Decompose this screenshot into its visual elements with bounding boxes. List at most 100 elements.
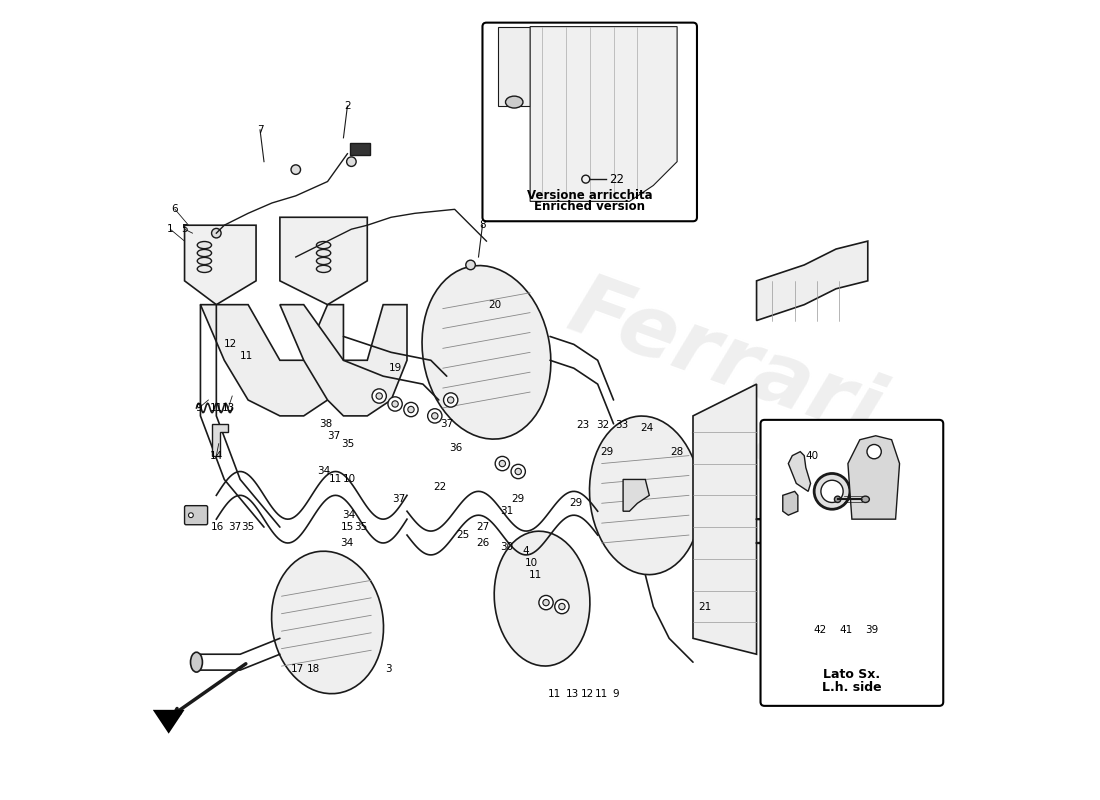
Ellipse shape bbox=[443, 393, 458, 407]
Text: 13: 13 bbox=[565, 689, 579, 699]
FancyBboxPatch shape bbox=[760, 420, 944, 706]
Ellipse shape bbox=[543, 599, 549, 606]
Text: 37: 37 bbox=[440, 419, 453, 429]
Text: Lato Sx.: Lato Sx. bbox=[823, 667, 880, 681]
Ellipse shape bbox=[814, 474, 850, 510]
Text: 26: 26 bbox=[476, 538, 490, 548]
Text: 34: 34 bbox=[317, 466, 330, 477]
Text: 11: 11 bbox=[529, 570, 542, 580]
Text: 33: 33 bbox=[615, 421, 628, 430]
Text: 37: 37 bbox=[393, 494, 406, 504]
Text: 9: 9 bbox=[613, 689, 619, 699]
Ellipse shape bbox=[376, 393, 383, 399]
Text: 29: 29 bbox=[512, 494, 525, 504]
Text: 12: 12 bbox=[581, 689, 594, 699]
Text: 4: 4 bbox=[522, 546, 529, 556]
Ellipse shape bbox=[422, 266, 551, 439]
Text: 30: 30 bbox=[499, 542, 513, 552]
Text: 34: 34 bbox=[340, 538, 353, 548]
Text: 7: 7 bbox=[256, 125, 263, 135]
Text: 13: 13 bbox=[221, 403, 235, 413]
Ellipse shape bbox=[317, 250, 331, 257]
Polygon shape bbox=[848, 436, 900, 519]
Text: 20: 20 bbox=[487, 300, 500, 310]
Ellipse shape bbox=[188, 513, 194, 518]
Ellipse shape bbox=[292, 165, 300, 174]
Text: 39: 39 bbox=[865, 626, 879, 635]
Bar bbox=[350, 142, 370, 155]
Text: 15: 15 bbox=[341, 522, 354, 532]
Text: 41: 41 bbox=[839, 626, 853, 635]
Text: Enriched version: Enriched version bbox=[535, 201, 646, 214]
Text: 10: 10 bbox=[525, 558, 538, 568]
FancyBboxPatch shape bbox=[185, 506, 208, 525]
Text: 35: 35 bbox=[242, 522, 255, 532]
Ellipse shape bbox=[388, 397, 403, 411]
Ellipse shape bbox=[190, 652, 202, 672]
Ellipse shape bbox=[197, 242, 211, 249]
Text: 8: 8 bbox=[480, 220, 486, 230]
Ellipse shape bbox=[372, 389, 386, 403]
Text: 18: 18 bbox=[307, 663, 320, 674]
Ellipse shape bbox=[404, 402, 418, 417]
Ellipse shape bbox=[495, 457, 509, 470]
Text: 40: 40 bbox=[805, 450, 818, 461]
Text: 3: 3 bbox=[385, 663, 392, 674]
Text: 27: 27 bbox=[476, 522, 490, 532]
Text: 12: 12 bbox=[224, 339, 238, 350]
Text: since 1985: since 1985 bbox=[688, 406, 921, 522]
Ellipse shape bbox=[539, 595, 553, 610]
Polygon shape bbox=[757, 241, 868, 321]
Polygon shape bbox=[789, 452, 811, 491]
Text: 24: 24 bbox=[640, 423, 653, 433]
Text: 16: 16 bbox=[211, 522, 224, 532]
Ellipse shape bbox=[317, 258, 331, 265]
Text: 36: 36 bbox=[450, 442, 463, 453]
Polygon shape bbox=[530, 26, 678, 202]
Polygon shape bbox=[693, 384, 757, 654]
Ellipse shape bbox=[559, 603, 565, 610]
Text: 37: 37 bbox=[328, 430, 341, 441]
Ellipse shape bbox=[197, 258, 211, 265]
Ellipse shape bbox=[499, 460, 506, 466]
Polygon shape bbox=[153, 710, 185, 734]
Ellipse shape bbox=[554, 599, 569, 614]
Text: 11: 11 bbox=[548, 689, 561, 699]
Text: 38: 38 bbox=[319, 419, 332, 429]
Ellipse shape bbox=[867, 445, 881, 458]
Text: 10: 10 bbox=[342, 474, 355, 485]
Text: Ferrari: Ferrari bbox=[558, 266, 892, 455]
Text: 32: 32 bbox=[596, 421, 609, 430]
Ellipse shape bbox=[590, 416, 701, 574]
Polygon shape bbox=[279, 218, 367, 305]
Polygon shape bbox=[623, 479, 649, 511]
Text: 11: 11 bbox=[240, 351, 253, 362]
Text: 23: 23 bbox=[576, 421, 590, 430]
Polygon shape bbox=[200, 305, 343, 416]
Text: 35: 35 bbox=[354, 522, 367, 532]
Ellipse shape bbox=[494, 531, 590, 666]
Polygon shape bbox=[498, 26, 530, 106]
Text: 31: 31 bbox=[499, 506, 513, 516]
Ellipse shape bbox=[811, 535, 822, 559]
Ellipse shape bbox=[861, 496, 869, 502]
Ellipse shape bbox=[465, 260, 475, 270]
Ellipse shape bbox=[431, 413, 438, 419]
Ellipse shape bbox=[506, 96, 522, 108]
Ellipse shape bbox=[835, 496, 840, 502]
Ellipse shape bbox=[512, 464, 526, 478]
Text: 42: 42 bbox=[814, 626, 827, 635]
Text: 1: 1 bbox=[167, 224, 174, 234]
Text: 14: 14 bbox=[210, 450, 223, 461]
Text: 25: 25 bbox=[456, 530, 470, 540]
Text: 35: 35 bbox=[341, 438, 354, 449]
Text: 21: 21 bbox=[698, 602, 712, 611]
Polygon shape bbox=[185, 226, 256, 305]
Ellipse shape bbox=[448, 397, 454, 403]
Text: 37: 37 bbox=[228, 522, 241, 532]
Ellipse shape bbox=[197, 266, 211, 273]
Ellipse shape bbox=[197, 250, 211, 257]
Ellipse shape bbox=[428, 409, 442, 423]
Text: 28: 28 bbox=[671, 446, 684, 457]
Text: 6: 6 bbox=[172, 204, 178, 214]
